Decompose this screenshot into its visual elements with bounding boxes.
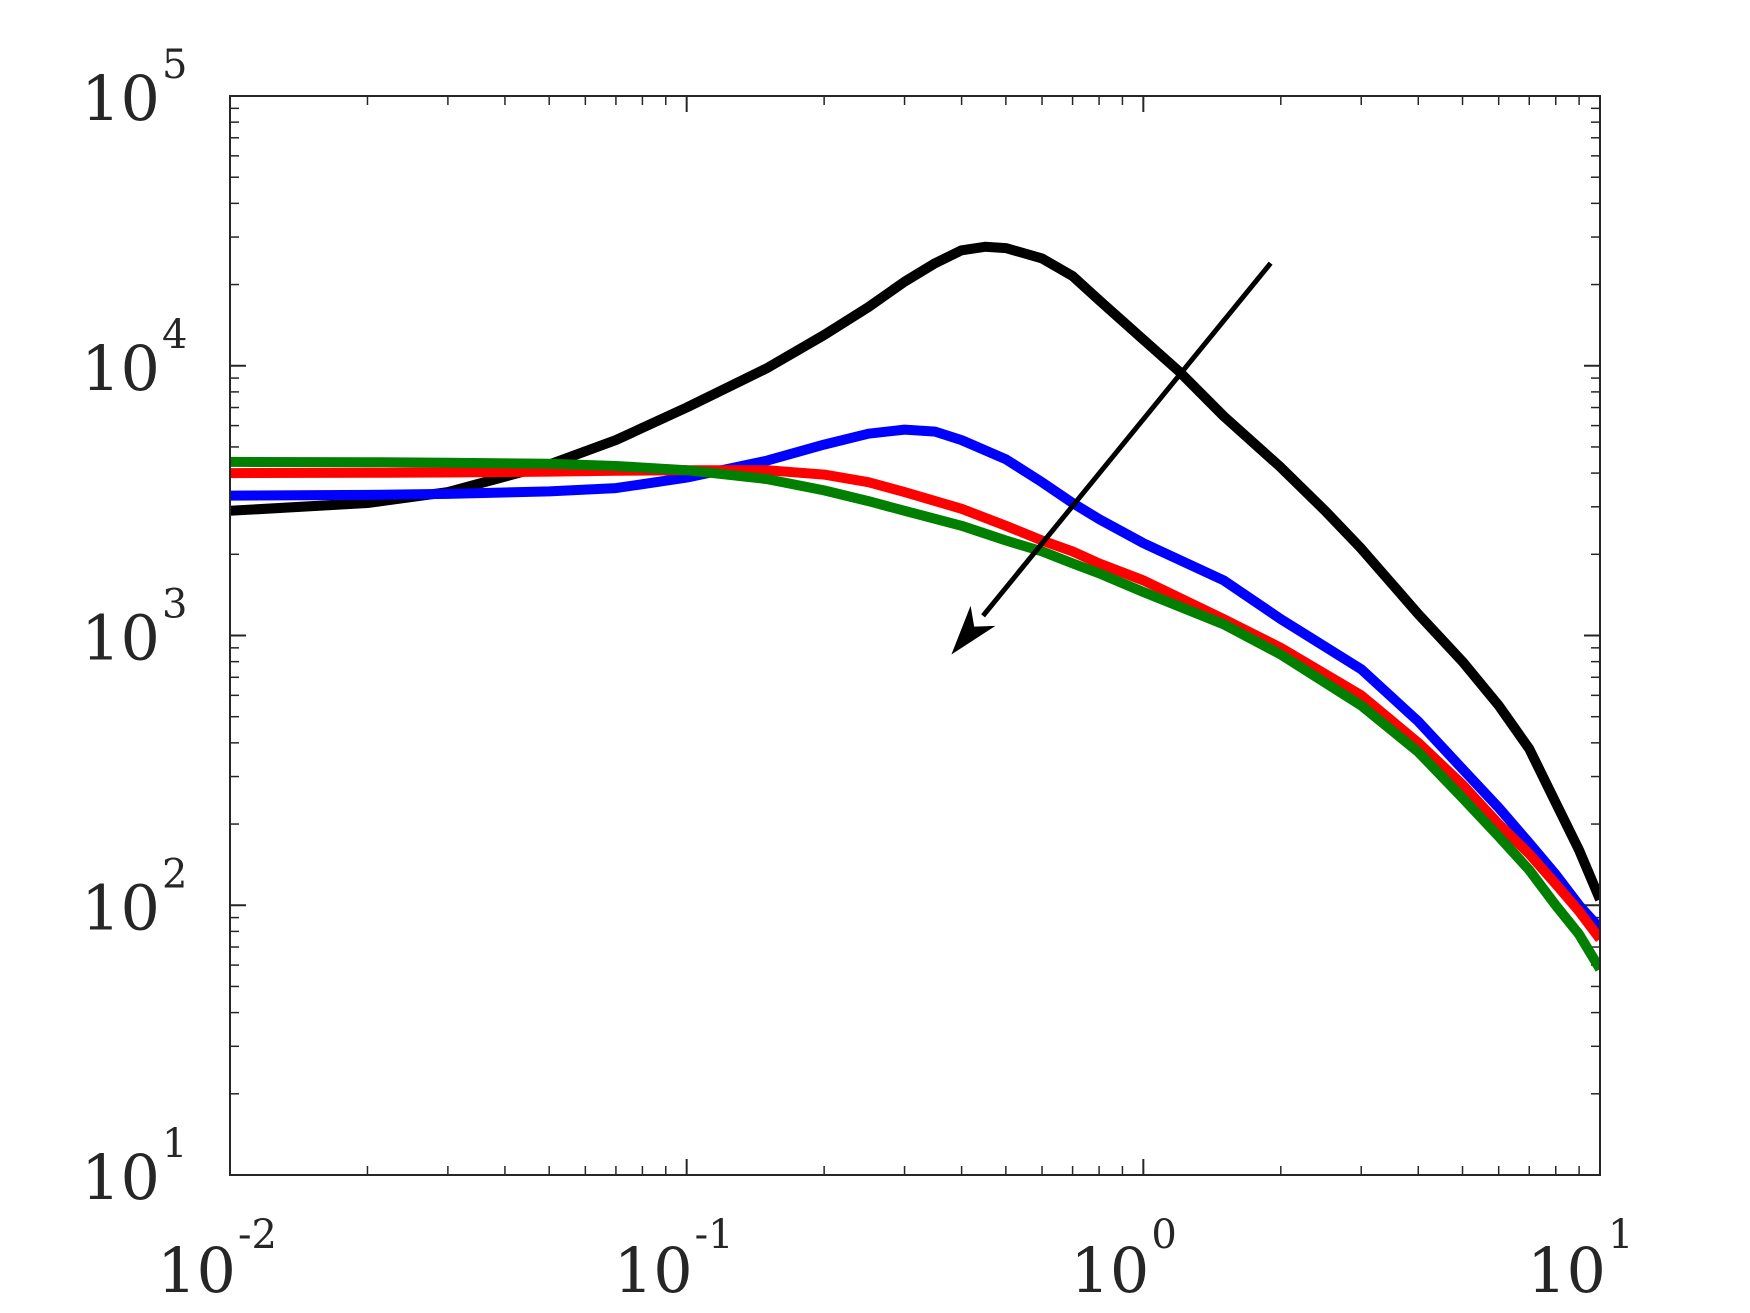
y-tick-base: 10 [81, 602, 160, 675]
x-tick-base: 10 [1527, 1234, 1606, 1307]
x-tick-label: 10 -2 [157, 1212, 277, 1307]
annotation-layer [951, 261, 1273, 655]
y-tick-base: 10 [81, 332, 160, 405]
y-tick-exponent: 5 [162, 42, 187, 88]
x-tick-base: 10 [157, 1234, 236, 1307]
x-tick-exponent: -2 [238, 1212, 277, 1258]
series-layer [230, 241, 1600, 972]
plot-area [230, 96, 1600, 1175]
trend-arrow-head [951, 605, 996, 655]
y-tick-exponent: 2 [162, 851, 187, 897]
x-tick-base: 10 [614, 1234, 693, 1307]
minor-ticks [230, 96, 1600, 1175]
y-tick-base: 10 [81, 1141, 160, 1214]
series-line-1 [230, 241, 1600, 902]
y-tick-exponent: 4 [162, 312, 187, 358]
x-tick-label: 10 0 [1070, 1212, 1176, 1307]
y-tick-exponent: 1 [162, 1121, 187, 1167]
axes-box [229, 95, 1601, 1176]
x-tick-exponent: 0 [1151, 1212, 1176, 1258]
y-tick-label: 10 3 [81, 582, 187, 675]
x-tick-exponent: 1 [1608, 1212, 1633, 1258]
y-tick-label: 10 5 [81, 42, 187, 135]
y-tick-label: 10 2 [81, 851, 187, 944]
y-tick-label: 10 1 [81, 1121, 187, 1214]
y-tick-exponent: 3 [162, 582, 187, 628]
x-tick-base: 10 [1070, 1234, 1149, 1307]
y-tick-base: 10 [81, 62, 160, 135]
x-tick-labels: 10 -2 10 -1 10 0 10 1 [157, 1212, 1633, 1307]
series-line-2 [230, 424, 1600, 932]
trend-arrow-shaft [981, 261, 1273, 618]
series-line-4 [230, 456, 1600, 972]
y-tick-label: 10 4 [81, 312, 187, 405]
x-tick-exponent: -1 [695, 1212, 734, 1258]
x-tick-label: 10 -1 [614, 1212, 734, 1307]
trend-arrow [951, 261, 1273, 655]
x-tick-label: 10 1 [1527, 1212, 1633, 1307]
y-tick-base: 10 [81, 871, 160, 944]
